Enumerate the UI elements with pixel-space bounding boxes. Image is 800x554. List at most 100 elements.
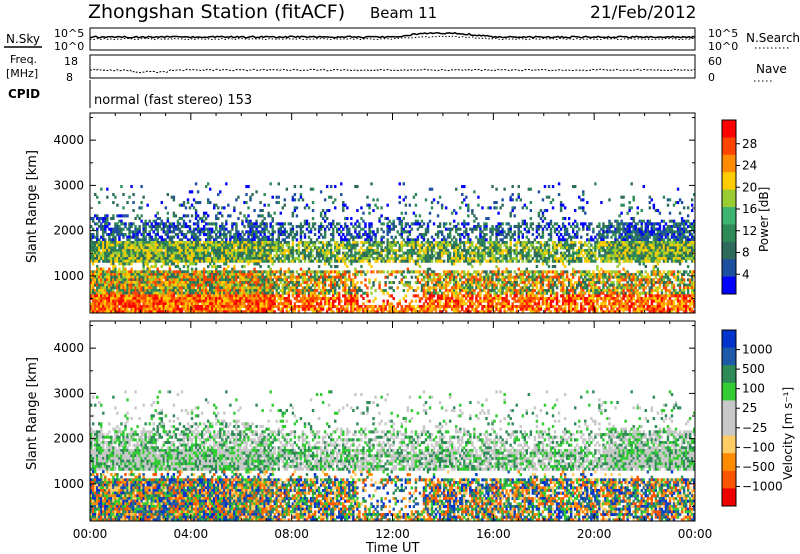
heatmap-cell (182, 241, 186, 245)
heatmap-cell (344, 297, 347, 301)
heatmap-cell (317, 227, 321, 231)
heatmap-cell (453, 235, 456, 239)
heatmap-cell (325, 297, 329, 301)
heatmap-cell (342, 283, 345, 287)
heatmap-cell (390, 227, 393, 231)
heatmap-cell (166, 246, 170, 250)
heatmap-cell (231, 235, 234, 239)
heatmap-cell (168, 283, 172, 287)
heatmap-cell (327, 241, 331, 245)
heatmap-cell (291, 289, 295, 293)
heatmap-cell (130, 289, 133, 293)
heatmap-cell (400, 307, 403, 311)
heatmap-cell (338, 246, 341, 250)
heatmap-cell (261, 249, 264, 253)
heatmap-cell (198, 249, 202, 253)
heatmap-cell (174, 249, 178, 253)
heatmap-cell (281, 230, 284, 234)
heatmap-cell (235, 222, 238, 226)
heatmap-cell (319, 225, 323, 229)
heatmap-cell (102, 254, 105, 258)
heatmap-cell (420, 278, 424, 282)
heatmap-cell (323, 259, 327, 263)
heatmap-cell (90, 241, 93, 245)
heatmap-cell (178, 257, 182, 261)
heatmap-cell (102, 238, 105, 242)
heatmap-cell (243, 214, 246, 218)
heatmap-cell (334, 254, 337, 258)
heatmap-cell (184, 251, 188, 255)
heatmap-cell (196, 227, 200, 231)
heatmap-cell (398, 302, 401, 306)
heatmap-cell (211, 273, 214, 277)
heatmap-cell (354, 257, 357, 261)
heatmap-cell (269, 289, 272, 293)
heatmap-cell (313, 273, 317, 277)
heatmap-cell (273, 230, 276, 234)
heatmap-cell (106, 310, 109, 314)
heatmap-cell (444, 302, 448, 306)
heatmap-cell (336, 265, 339, 269)
heatmap-cell (358, 251, 361, 255)
heatmap-cell (120, 283, 123, 287)
heatmap-cell (279, 225, 282, 229)
heatmap-cell (358, 249, 361, 253)
heatmap-cell (245, 275, 248, 279)
heatmap-cell (261, 251, 264, 255)
heatmap-cell (356, 294, 359, 298)
heatmap-cell (342, 246, 345, 250)
heatmap-cell (227, 243, 230, 247)
heatmap-cell (400, 305, 403, 309)
heatmap-cell (100, 222, 103, 226)
heatmap-cell (208, 259, 212, 263)
heatmap-cell (104, 251, 107, 255)
heatmap-cell (253, 270, 256, 274)
heatmap-cell (303, 310, 307, 314)
heatmap-cell (160, 291, 163, 295)
heatmap-cell (94, 299, 97, 303)
heatmap-cell (253, 257, 256, 261)
heatmap-cell (255, 283, 258, 287)
heatmap-cell (465, 249, 468, 253)
heatmap-cell (90, 246, 93, 250)
heatmap-cell (398, 219, 401, 223)
heatmap-cell (410, 246, 414, 250)
heatmap-cell (267, 270, 270, 274)
heatmap-cell (461, 305, 464, 309)
heatmap-cell (406, 249, 410, 253)
heatmap-cell (257, 307, 260, 311)
heatmap-cell (309, 270, 313, 274)
heatmap-cell (206, 233, 210, 237)
heatmap-cell (448, 243, 452, 247)
heatmap-cell (229, 299, 232, 303)
heatmap-cell (295, 257, 299, 261)
heatmap-cell (130, 259, 133, 263)
heatmap-cell (114, 195, 117, 199)
heatmap-cell (227, 281, 230, 285)
heatmap-cell (388, 241, 391, 245)
heatmap-cell (408, 270, 412, 274)
heatmap-cell (219, 281, 222, 285)
heatmap-cell (297, 294, 301, 298)
heatmap-cell (459, 238, 462, 242)
heatmap-cell (315, 307, 319, 311)
heatmap-cell (112, 294, 115, 298)
heatmap-cell (138, 294, 141, 298)
heatmap-cell (285, 286, 289, 290)
heatmap-cell (150, 246, 153, 250)
heatmap-cell (245, 243, 248, 247)
heatmap-cell (106, 307, 109, 311)
heatmap-cell (166, 243, 170, 247)
heatmap-cell (469, 278, 472, 282)
heatmap-cell (255, 222, 258, 226)
heatmap-cell (307, 259, 311, 263)
heatmap-cell (225, 278, 228, 282)
heatmap-cell (338, 270, 341, 274)
heatmap-cell (424, 251, 428, 255)
heatmap-cell (398, 310, 401, 314)
heatmap-cell (263, 289, 266, 293)
heatmap-cell (247, 278, 250, 282)
heatmap-cell (186, 289, 190, 293)
heatmap-cell (118, 241, 121, 245)
